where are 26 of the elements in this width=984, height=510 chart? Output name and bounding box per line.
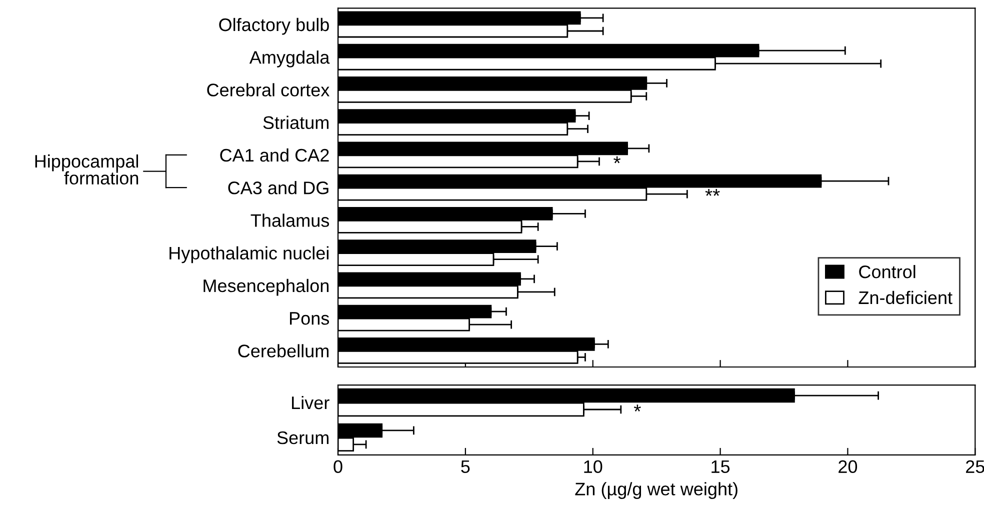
y-tick-label: Amygdala <box>249 50 330 68</box>
y-tick-label: Serum <box>277 431 328 444</box>
y-tick-label: Hypothalamic nuclei <box>170 246 328 264</box>
y-tick-label: Olfactory bulb <box>219 18 329 35</box>
text: Hippocampal formation <box>35 154 138 185</box>
y-tick-label: CA3 and DG <box>228 181 328 194</box>
y-tick-label: Cerebellum <box>238 344 328 358</box>
y-tick-label: Thalamus <box>250 214 330 227</box>
y-tick-label: Striatum <box>263 116 328 130</box>
x-tick-label: 20 <box>838 460 858 474</box>
y-tick-label: Cerebral cortex <box>207 83 330 96</box>
x-tick-label: 0 <box>334 460 342 474</box>
legend-label: Control <box>859 264 916 278</box>
y-tick-label: Mesencephalon <box>204 278 329 296</box>
annotation: * <box>614 156 621 164</box>
x-axis-title: Zn (µg/g wet weight) <box>575 482 738 499</box>
annotation: ** <box>705 189 720 196</box>
x-tick-label: 5 <box>461 460 470 474</box>
x-tick-label: 25 <box>966 460 984 474</box>
x-tick-label: 10 <box>584 460 602 474</box>
y-tick-label: Liver <box>292 396 330 410</box>
legend-label: Zn-deficient <box>858 290 952 304</box>
y-tick-label: CA1 and CA2 <box>220 148 329 162</box>
x-tick-label: 15 <box>712 460 730 474</box>
annotation: * <box>634 404 641 412</box>
y-tick-label: Pons <box>290 312 330 325</box>
